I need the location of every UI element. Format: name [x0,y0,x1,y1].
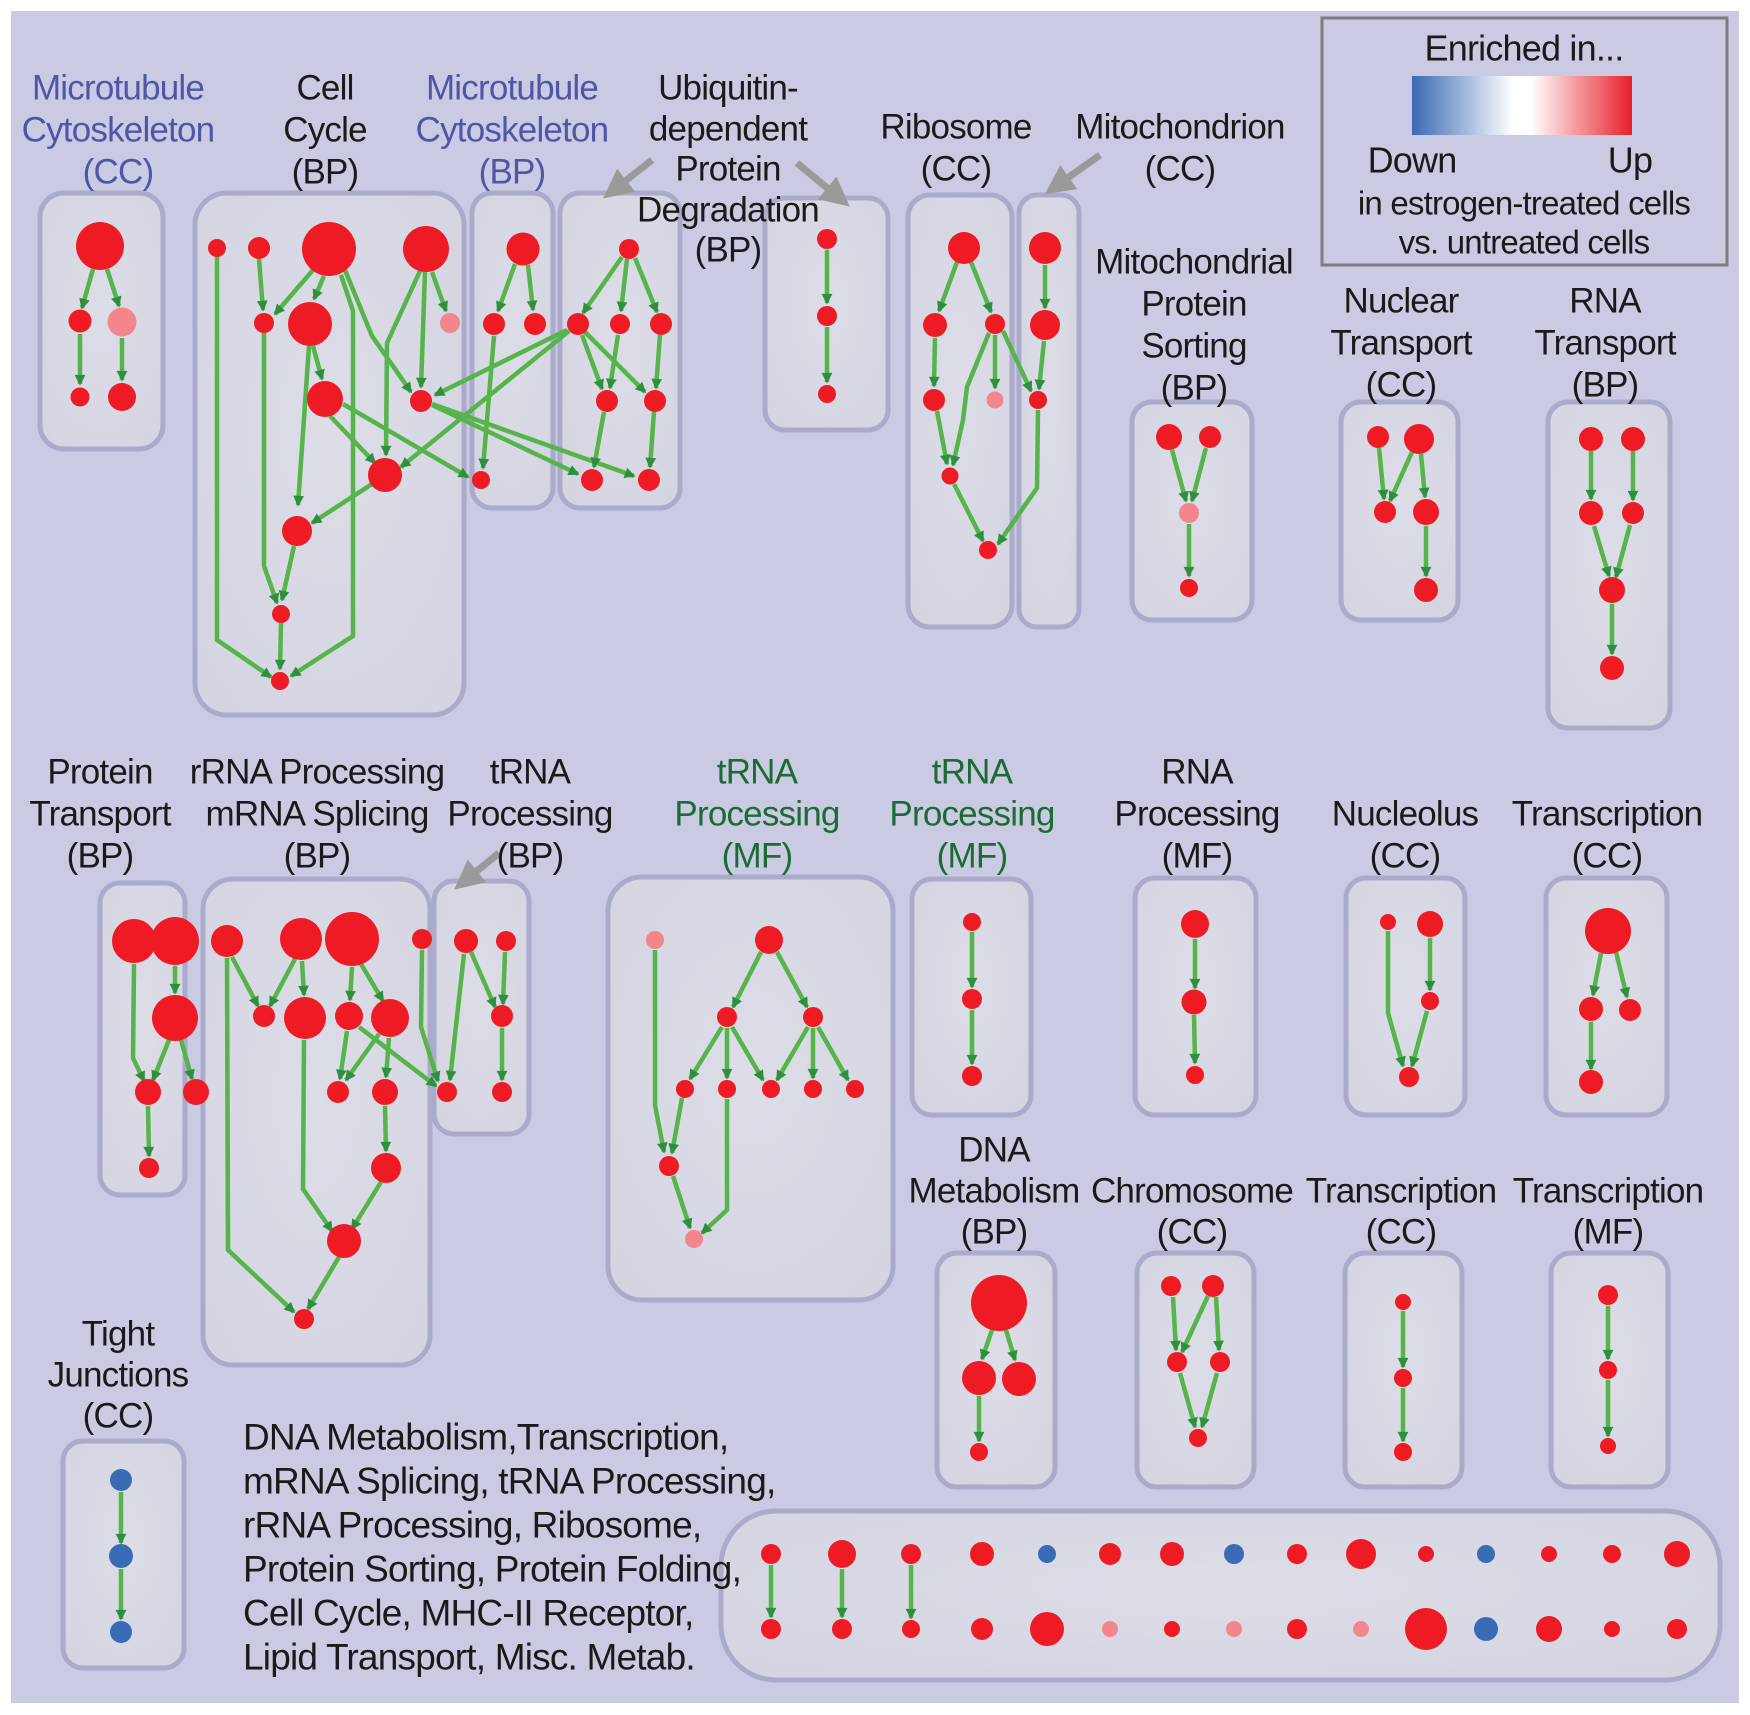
svg-text:(BP): (BP) [1572,366,1639,405]
svg-text:Cell: Cell [296,69,353,108]
svg-text:(CC): (CC) [1145,150,1216,189]
svg-text:in estrogen-treated cells: in estrogen-treated cells [1358,185,1690,222]
svg-text:mRNA Splicing, tRNA Processing: mRNA Splicing, tRNA Processing, [243,1461,775,1502]
svg-text:Transport: Transport [1330,324,1472,363]
svg-text:(BP): (BP) [1161,369,1228,408]
svg-text:Transcription: Transcription [1513,1172,1704,1211]
svg-text:Ribosome: Ribosome [880,108,1031,147]
svg-text:(MF): (MF) [1162,837,1233,876]
svg-text:Metabolism: Metabolism [909,1172,1080,1211]
svg-text:(CC): (CC) [1572,837,1643,876]
svg-text:(BP): (BP) [497,837,564,876]
svg-text:Nucleolus: Nucleolus [1332,795,1479,834]
svg-text:rRNA Processing, Ribosome,: rRNA Processing, Ribosome, [243,1505,701,1546]
svg-text:tRNA: tRNA [717,753,799,792]
svg-text:(CC): (CC) [1366,1213,1437,1252]
svg-text:(CC): (CC) [83,153,154,192]
svg-text:Down: Down [1368,140,1457,181]
svg-text:(MF): (MF) [1573,1213,1644,1252]
svg-text:Tight: Tight [82,1315,156,1354]
svg-text:Cytoskeleton: Cytoskeleton [22,111,215,150]
svg-text:Protein Sorting, Protein Foldi: Protein Sorting, Protein Folding, [243,1549,741,1590]
svg-text:(BP): (BP) [961,1213,1028,1252]
svg-text:Mitochondrial: Mitochondrial [1095,243,1293,282]
svg-text:Sorting: Sorting [1141,327,1246,366]
svg-text:Transport: Transport [29,795,171,834]
svg-text:Junctions: Junctions [48,1356,189,1395]
svg-text:dependent: dependent [649,110,808,149]
svg-text:(BP): (BP) [67,837,134,876]
svg-text:DNA Metabolism,Transcription,: DNA Metabolism,Transcription, [243,1417,728,1458]
svg-text:RNA: RNA [1161,753,1234,792]
svg-text:RNA: RNA [1569,282,1642,321]
svg-text:Cytoskeleton: Cytoskeleton [416,111,609,150]
svg-text:tRNA: tRNA [932,753,1014,792]
svg-text:(BP): (BP) [695,231,762,270]
svg-text:Ubiquitin-: Ubiquitin- [658,69,798,108]
svg-text:Processing: Processing [447,795,612,834]
svg-text:Protein: Protein [1141,285,1246,324]
svg-text:(CC): (CC) [1370,837,1441,876]
svg-text:DNA: DNA [958,1131,1031,1170]
svg-text:(BP): (BP) [284,837,351,876]
svg-text:tRNA: tRNA [490,753,572,792]
svg-text:Enriched in...: Enriched in... [1425,28,1624,69]
svg-text:Processing: Processing [674,795,839,834]
svg-text:(CC): (CC) [1366,366,1437,405]
svg-text:Microtubule: Microtubule [32,69,204,108]
svg-text:Degradation: Degradation [637,191,819,230]
svg-text:Transcription: Transcription [1306,1172,1497,1211]
svg-text:Nuclear: Nuclear [1343,282,1459,321]
svg-text:(MF): (MF) [722,837,793,876]
svg-text:(BP): (BP) [292,153,359,192]
svg-text:Transcription: Transcription [1512,795,1703,834]
svg-text:(BP): (BP) [479,153,546,192]
svg-text:vs. untreated cells: vs. untreated cells [1399,224,1650,261]
svg-text:Microtubule: Microtubule [426,69,598,108]
svg-text:Chromosome: Chromosome [1091,1172,1293,1211]
svg-text:Lipid Transport, Misc. Metab.: Lipid Transport, Misc. Metab. [243,1637,695,1678]
svg-text:Processing: Processing [889,795,1054,834]
svg-text:rRNA Processing: rRNA Processing [190,753,444,792]
svg-text:(CC): (CC) [83,1397,154,1436]
svg-text:Cycle: Cycle [283,111,367,150]
svg-text:Protein: Protein [47,753,152,792]
svg-text:(CC): (CC) [1157,1213,1228,1252]
svg-text:Transport: Transport [1534,324,1676,363]
svg-text:Protein: Protein [675,150,780,189]
svg-text:mRNA Splicing: mRNA Splicing [205,795,428,834]
svg-text:Up: Up [1608,140,1652,181]
svg-text:Processing: Processing [1114,795,1279,834]
svg-text:Cell Cycle, MHC-II Receptor,: Cell Cycle, MHC-II Receptor, [243,1593,694,1634]
svg-text:Mitochondrion: Mitochondrion [1075,108,1284,147]
svg-text:(MF): (MF) [937,837,1008,876]
svg-text:(CC): (CC) [921,150,992,189]
